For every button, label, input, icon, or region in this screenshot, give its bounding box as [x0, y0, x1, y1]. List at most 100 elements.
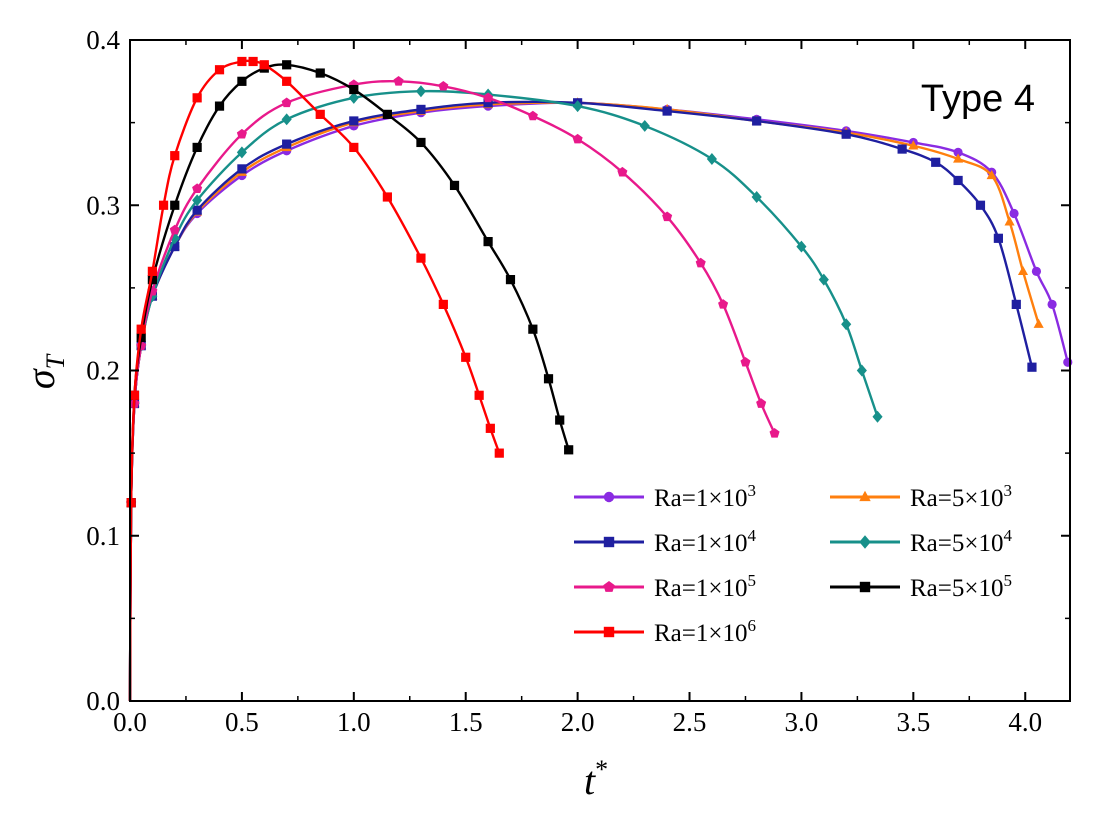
series-point: [147, 275, 157, 285]
series-point: [1004, 216, 1015, 226]
series-point: [349, 84, 359, 95]
series-point: [494, 448, 504, 458]
x-tick-label: 0.5: [225, 707, 259, 737]
series-line: [128, 101, 1040, 702]
series-point: [818, 273, 829, 286]
series-point: [1009, 208, 1019, 219]
series-point: [975, 200, 986, 210]
legend-label-exp: 5: [747, 571, 756, 590]
x-tick-label: 4.0: [1008, 707, 1042, 737]
series-point: [483, 98, 493, 108]
series-point: [756, 398, 767, 408]
series-line: [128, 59, 501, 702]
legend-item: Ra=5×104: [830, 526, 1012, 557]
series-5: [126, 60, 574, 702]
series-point: [953, 175, 963, 186]
series-point: [315, 68, 325, 78]
series-point: [706, 153, 717, 165]
chart-annotation: Type 4: [921, 78, 1035, 120]
series-point: [126, 498, 136, 508]
legend-label-base: Ra=1×10: [654, 530, 747, 557]
series-point: [192, 183, 203, 194]
series-point: [170, 200, 180, 210]
series-point: [483, 92, 494, 103]
series-point: [236, 146, 247, 159]
legend-label-base: Ra=5×10: [910, 575, 1003, 602]
series-1: [126, 97, 1044, 702]
series-point: [856, 364, 867, 377]
x-tick-label: 2.0: [561, 707, 595, 737]
x-tick-label: 3.0: [785, 707, 819, 737]
x-tick-label: 2.5: [673, 707, 707, 737]
legend-label: Ra=5×103: [910, 481, 1012, 512]
legend-label-exp: 5: [1003, 571, 1012, 590]
legend-label-base: Ra=1×10: [654, 620, 747, 647]
series-point: [192, 93, 202, 103]
series-point: [528, 324, 538, 334]
series-point: [237, 164, 247, 174]
series-point: [192, 205, 202, 215]
series-point: [1011, 299, 1021, 309]
series-0: [126, 98, 1073, 702]
series-point: [248, 56, 258, 67]
legend-label: Ra=1×106: [654, 616, 756, 647]
series-point: [639, 119, 650, 132]
legend-item: Ra=1×105: [574, 571, 756, 602]
series-point: [505, 275, 516, 285]
legend-label: Ra=5×105: [910, 571, 1012, 602]
series-point: [483, 237, 493, 247]
series-point: [461, 352, 471, 362]
x-tick-label: 1.0: [337, 707, 371, 737]
legend-marker: [603, 626, 615, 638]
series-point: [147, 266, 157, 276]
chart-axes: 0.0 0.5 1.0 1.5 2.0 2.5 3.0 3.5 4.0 0.0 0.1 0.2 0.3 0…: [86, 25, 1071, 737]
series-line: [128, 89, 879, 702]
series-point: [170, 241, 180, 252]
series-point: [474, 390, 484, 400]
legend-label-exp: 3: [1003, 481, 1012, 500]
series-point: [349, 142, 359, 153]
series-point: [695, 257, 706, 268]
series-point: [158, 200, 169, 210]
series-point: [662, 106, 672, 116]
series-point: [752, 116, 762, 126]
series-point: [769, 428, 780, 438]
legend-label: Ra=1×105: [654, 571, 756, 602]
legend-marker: [603, 581, 615, 592]
series-point: [897, 144, 907, 154]
legend-item: Ra=1×103: [574, 481, 756, 512]
series-point: [169, 232, 180, 245]
legend-item: Ra=5×105: [830, 571, 1012, 602]
series-point: [237, 56, 247, 67]
legend-label: Ra=1×103: [654, 481, 756, 512]
y-tick-label: 0.0: [86, 686, 120, 716]
legend-label-base: Ra=1×10: [654, 485, 747, 512]
series-point: [986, 169, 997, 180]
legend-label-exp: 4: [747, 526, 756, 545]
series-point: [348, 91, 359, 104]
series-point: [1027, 362, 1037, 372]
legend-label-exp: 4: [1003, 526, 1012, 545]
series-point: [740, 356, 751, 367]
series-point: [438, 80, 449, 91]
series-point: [192, 142, 202, 153]
legend-marker: [603, 536, 615, 548]
legend-marker: [859, 535, 871, 549]
series-point: [841, 318, 852, 331]
y-tick-label: 0.2: [86, 356, 120, 386]
series-point: [281, 97, 292, 108]
series-point: [214, 101, 225, 111]
series-point: [572, 133, 583, 144]
series-point: [1017, 265, 1029, 276]
legend-marker: [859, 490, 871, 502]
series-6: [126, 56, 504, 702]
legend-label-base: Ra=5×10: [910, 530, 1003, 557]
series-point: [416, 253, 426, 263]
series-point: [449, 180, 460, 191]
series-point: [349, 116, 359, 126]
y-tick-label: 0.3: [86, 190, 120, 220]
y-axis-label: σT: [18, 353, 70, 389]
x-tick-label: 0.0: [113, 707, 147, 737]
series-point: [416, 137, 426, 148]
